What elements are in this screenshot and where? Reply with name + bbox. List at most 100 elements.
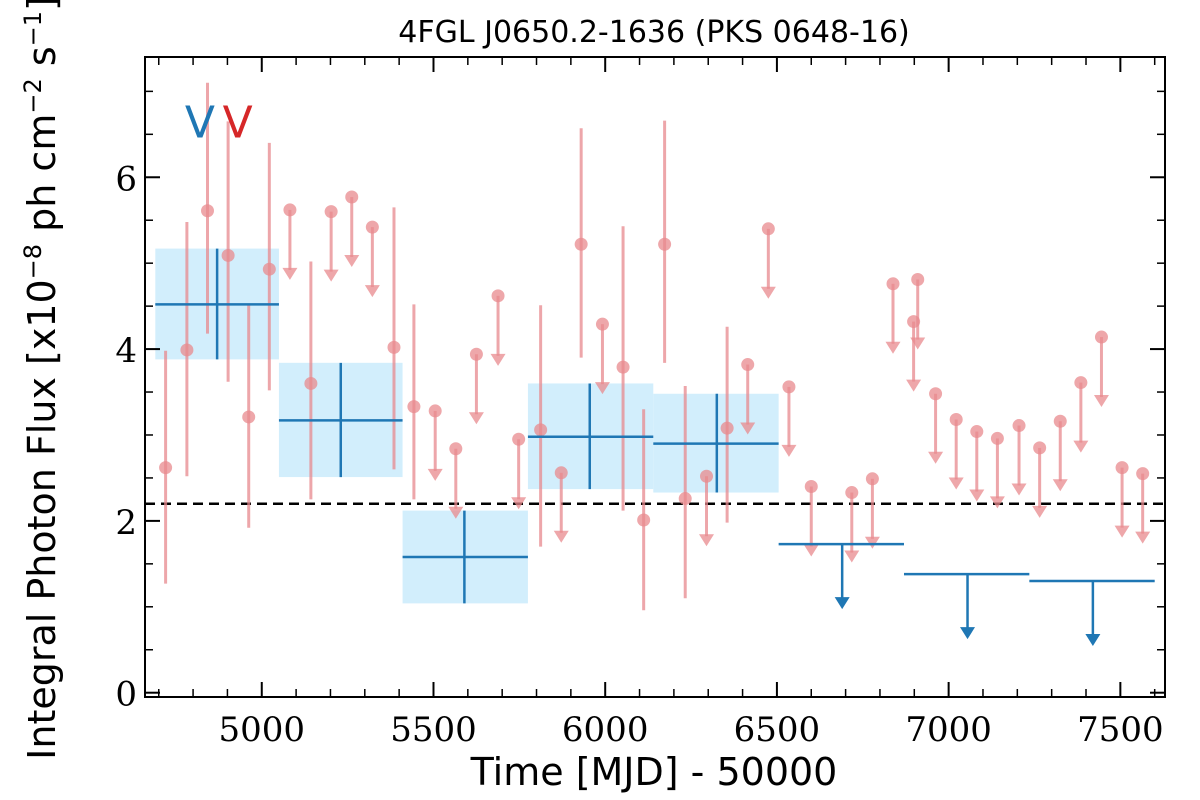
monthly-point [637,513,651,527]
monthly-upper-limit-head [864,536,880,549]
monthly-upper-limit-point [804,480,818,494]
monthly-upper-limit-head [427,468,443,481]
monthly-upper-limit-point [990,431,1004,445]
monthly-upper-limit-point [324,205,338,219]
x-tick-label: 7500 [1077,710,1164,750]
monthly-point [574,237,588,251]
y-axis-label-main: Integral Photon Flux [x10 [20,279,64,760]
monthly-point [262,262,276,276]
x-tick-label: 5000 [219,710,306,750]
monthly-upper-limit-head [364,285,380,298]
monthly-upper-limit-point [345,190,359,204]
monthly-upper-limit-head [344,255,360,268]
monthly-point [658,237,672,251]
x-tick-label: 6500 [734,710,821,750]
axis-ticks: 5000 5500 6000 6500 7000 7500 0 2 4 6 [115,57,1165,750]
y-axis-label-exp1: −8 [19,244,47,279]
x-tick-label: 6000 [562,710,649,750]
monthly-upper-limit-point [449,442,463,456]
x-axis-label: Time [MJD] - 50000 [470,750,838,794]
monthly-upper-limit-point [886,277,900,291]
monthly-upper-limit-head [1093,395,1109,408]
monthly-upper-limit-head [448,506,464,519]
monthly-upper-limit-head [740,422,756,435]
monthly-upper-limit-head [1052,479,1068,492]
y-tick-label: 4 [115,331,137,371]
monthly-upper-limit-head [969,489,985,502]
monthly-upper-limit-point [911,272,925,286]
monthly-upper-limit-point [469,347,483,361]
monthly-upper-limit-head [1073,440,1089,453]
monthly-upper-limit-point [1053,414,1067,428]
monthly-upper-limit-point [1094,330,1108,344]
monthly-upper-limit-head [885,341,901,354]
x-tick-label: 5500 [390,710,477,750]
monthly-upper-limit-head [323,269,339,282]
monthly-upper-limit-point [283,203,297,217]
monthly-upper-limit-head [511,497,527,510]
flare-marker: V [185,97,215,148]
monthly-upper-limit-head [594,382,610,395]
monthly-upper-limit-point [741,358,755,372]
monthly-upper-limit-point [782,380,796,394]
monthly-point [304,376,318,390]
monthly-upper-limit-head [1135,531,1151,544]
monthly-point [678,492,692,506]
y-tick-label: 6 [115,159,137,199]
monthly-point [720,421,734,435]
monthly-point [180,343,194,357]
binned-upper-limit-head [1085,634,1101,647]
monthly-upper-limit-head [553,530,569,543]
monthly-upper-limit-point [1136,467,1150,481]
monthly-point [201,204,215,218]
flare-marker: V [223,97,253,148]
monthly-point [159,461,173,475]
y-axis-label-mid: ph cm [20,114,64,244]
y-axis-label: Integral Photon Flux [x10−8 ph cm−2 s−1] [19,0,64,760]
monthly-upper-limit-head [468,412,484,425]
monthly-upper-limit-head [910,337,926,350]
y-tick-label: 2 [115,503,137,543]
monthly-upper-limit-head [282,267,298,280]
chart-title: 4FGL J0650.2-1636 (PKS 0648-16) [398,15,909,50]
x-tick-label: 7000 [905,710,992,750]
y-axis-label-exp3: −1 [19,11,47,46]
monthly-upper-limit-head [490,353,506,366]
monthly-upper-limit-point [491,289,505,303]
y-axis-label-s: s [20,46,64,78]
monthly-upper-limit-point [865,472,879,486]
monthly-point [616,360,630,374]
monthly-point [534,423,548,437]
y-axis-label-exp2: −2 [19,78,47,113]
monthly-upper-limit-head [928,451,944,464]
binned-upper-limit-head [834,597,850,610]
monthly-upper-limit-head [699,534,715,547]
monthly-upper-limit-point [761,222,775,236]
monthly-upper-limit-point [970,425,984,439]
monthly-upper-limit-point [1033,441,1047,455]
monthly-upper-limit-head [948,477,964,490]
monthly-upper-limit-point [512,432,526,446]
monthly-point [387,340,401,354]
monthly-upper-limit-head [1011,483,1027,496]
monthly-upper-limit-point [700,469,714,483]
monthly-upper-limit-head [906,379,922,392]
monthly-point [221,248,235,262]
monthly-upper-limit-head [844,550,860,563]
monthly-upper-limit-point [929,387,943,401]
monthly-upper-limit-point [365,220,379,234]
y-axis-label-end: ] [20,0,64,11]
y-tick-label: 0 [115,675,137,715]
monthly-upper-limit-point [1074,376,1088,390]
binned-upper-limit-head [960,627,976,640]
monthly-upper-limit-point [595,317,609,331]
monthly-point [242,410,256,424]
monthly-point [407,400,421,414]
monthly-upper-limit-head [1032,505,1048,518]
monthly-upper-limit-head [803,544,819,557]
monthly-upper-limit-point [428,404,442,418]
monthly-upper-limit-head [989,496,1005,509]
monthly-upper-limit-point [949,413,963,427]
